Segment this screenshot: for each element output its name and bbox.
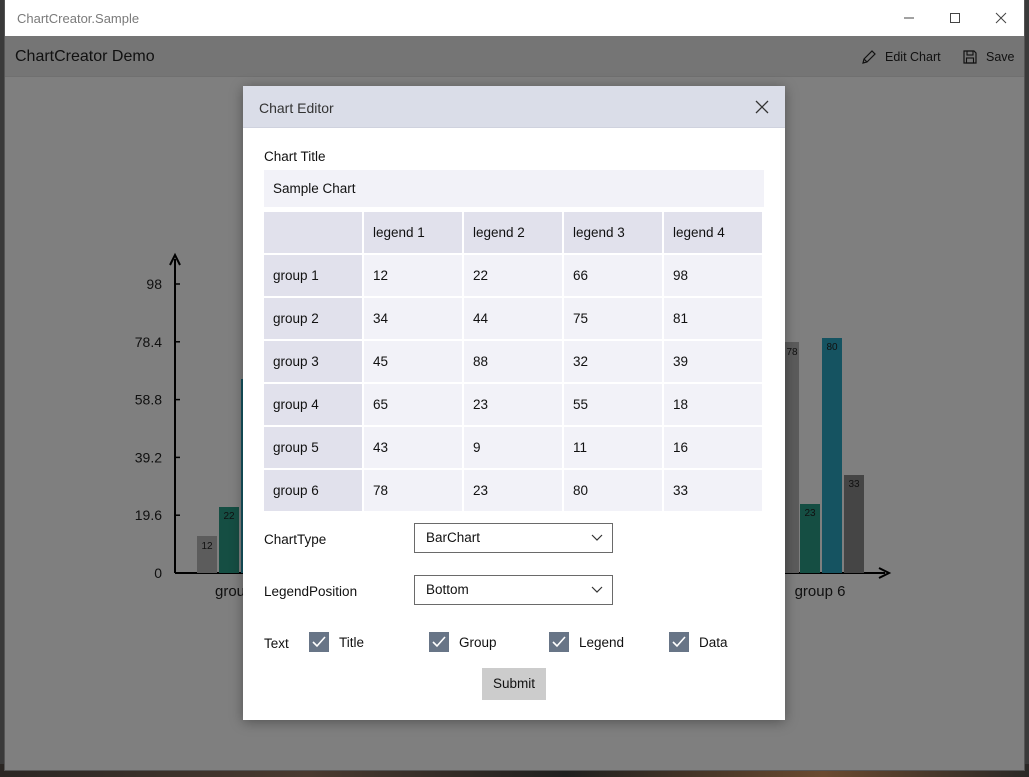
data-cell[interactable]: 16 [664,427,762,468]
checkbox-title[interactable]: Title [309,632,364,652]
data-cell[interactable]: 12 [364,255,462,296]
checkbox-data[interactable]: Data [669,632,728,652]
text-options-label: Text [264,636,289,651]
maximize-icon [950,13,960,23]
chart-title-input[interactable] [264,170,764,207]
checkbox-label: Title [339,634,365,650]
checkmark-icon [672,636,686,648]
dialog-header: Chart Editor [243,86,785,128]
close-dialog-icon[interactable] [753,98,771,116]
checkmark-icon [552,636,566,648]
data-cell[interactable]: 81 [664,298,762,339]
data-cell[interactable]: 23 [464,470,562,511]
data-cell[interactable]: 45 [364,341,462,382]
data-cell[interactable]: 32 [564,341,662,382]
checkmark-icon [432,636,446,648]
window-title: ChartCreator.Sample [17,11,140,26]
checkmark-icon [312,636,326,648]
data-cell[interactable]: 78 [364,470,462,511]
row-header: group 5 [264,427,362,468]
minimize-button[interactable] [886,0,932,36]
row-header: group 6 [264,470,362,511]
data-cell[interactable]: 44 [464,298,562,339]
close-window-button[interactable] [978,0,1024,36]
data-cell[interactable]: 18 [664,384,762,425]
chart-type-label: ChartType [264,532,327,547]
data-cell[interactable]: 34 [364,298,462,339]
data-cell[interactable]: 23 [464,384,562,425]
column-header: legend 2 [464,212,562,253]
data-cell[interactable]: 88 [464,341,562,382]
checkbox-box[interactable] [309,632,329,652]
maximize-button[interactable] [932,0,978,36]
data-cell[interactable]: 98 [664,255,762,296]
row-header: group 2 [264,298,362,339]
checkbox-label: Legend [579,634,625,650]
data-cell[interactable]: 33 [664,470,762,511]
row-header: group 1 [264,255,362,296]
data-cell[interactable]: 65 [364,384,462,425]
checkbox-box[interactable] [429,632,449,652]
data-cell[interactable]: 9 [464,427,562,468]
checkbox-box[interactable] [669,632,689,652]
dialog-title: Chart Editor [259,100,334,116]
checkbox-label: Group [459,634,497,650]
data-cell[interactable]: 39 [664,341,762,382]
title-bar: ChartCreator.Sample [5,0,1024,36]
checkbox-legend[interactable]: Legend [549,632,624,652]
checkbox-group[interactable]: Group [429,632,497,652]
row-header: group 3 [264,341,362,382]
legend-position-dropdown[interactable]: Bottom [414,575,613,605]
submit-button[interactable]: Submit [482,668,546,700]
legend-position-value: Bottom [426,582,469,597]
chart-editor-dialog: Chart Editor Chart Title legend 1legend … [243,86,785,720]
chart-type-value: BarChart [426,530,481,545]
data-cell[interactable]: 22 [464,255,562,296]
minimize-icon [904,17,914,19]
column-header: legend 1 [364,212,462,253]
data-cell[interactable]: 43 [364,427,462,468]
data-cell[interactable]: 11 [564,427,662,468]
checkbox-label: Data [699,634,728,650]
chart-type-dropdown[interactable]: BarChart [414,523,613,553]
data-cell[interactable]: 55 [564,384,662,425]
data-cell[interactable]: 75 [564,298,662,339]
data-cell[interactable]: 80 [564,470,662,511]
column-header: legend 4 [664,212,762,253]
chart-title-label: Chart Title [264,149,326,164]
row-header: group 4 [264,384,362,425]
close-icon [995,12,1007,24]
data-cell[interactable]: 66 [564,255,662,296]
chevron-down-icon [591,586,603,593]
checkbox-box[interactable] [549,632,569,652]
legend-position-label: LegendPosition [264,584,358,599]
column-header: legend 3 [564,212,662,253]
chevron-down-icon [591,534,603,541]
grid-corner-cell [264,212,362,253]
